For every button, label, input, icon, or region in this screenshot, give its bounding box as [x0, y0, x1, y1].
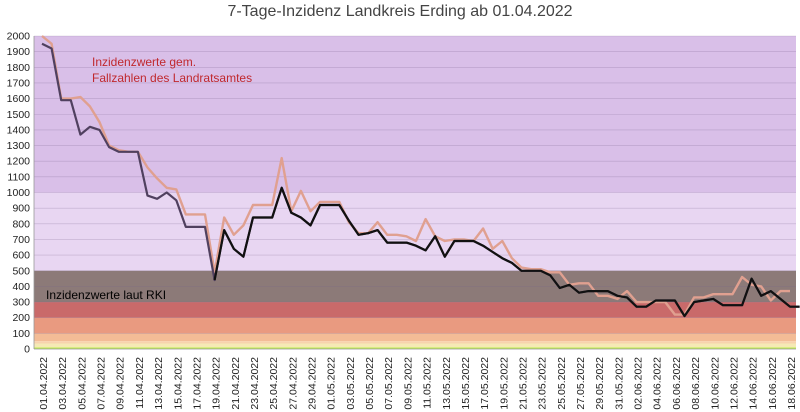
x-tick-label: 21.04.2022: [230, 357, 242, 410]
y-tick-label: 2000: [7, 31, 31, 43]
y-tick-label: 400: [12, 281, 30, 293]
series-line-landratsamt: [41, 35, 790, 316]
x-tick-label: 14.06.2022: [748, 357, 760, 410]
x-tick-label: 13.05.2022: [441, 357, 453, 410]
x-tick-label: 29.04.2022: [307, 357, 319, 410]
y-tick-label: 100: [12, 328, 30, 340]
x-tick-label: 11.04.2022: [134, 357, 146, 409]
annotation-1: Fallzahlen des Landratsamtes: [92, 71, 252, 85]
x-tick-label: 03.04.2022: [57, 357, 69, 410]
x-tick-label: 27.04.2022: [287, 357, 299, 410]
y-tick-label: 1000: [7, 187, 31, 199]
y-tick-label: 1200: [7, 156, 31, 168]
y-axis-ticks: 0 100 200 300 400 500 600 700 800 900 1000 1100 1200…: [7, 31, 31, 356]
x-tick-label: 08.06.2022: [690, 357, 702, 410]
x-tick-label: 29.05.2022: [594, 357, 606, 410]
x-tick-label: 21.05.2022: [517, 357, 529, 410]
y-tick-label: 1300: [7, 140, 31, 152]
y-tick-label: 1800: [7, 62, 31, 74]
x-axis-ticks: 01.04.2022 03.04.2022 05.04.2022 07.04.2022…: [38, 357, 798, 410]
band-4: [34, 317, 796, 334]
annotation-0: Inzidenzwerte gem.: [92, 55, 196, 69]
band-6: [34, 341, 796, 344]
x-tick-label: 10.06.2022: [709, 357, 721, 410]
x-tick-label: 25.04.2022: [268, 357, 280, 410]
band-8: [34, 347, 796, 349]
x-tick-label: 31.05.2022: [613, 357, 625, 410]
x-tick-label: 11.05.2022: [422, 357, 434, 409]
x-tick-label: 23.05.2022: [537, 357, 549, 410]
x-tick-label: 06.06.2022: [671, 357, 683, 410]
x-tick-label: 27.05.2022: [575, 357, 587, 410]
x-tick-label: 23.04.2022: [249, 357, 261, 410]
x-tick-label: 13.04.2022: [153, 357, 165, 410]
x-tick-label: 12.06.2022: [728, 357, 740, 410]
x-tick-label: 19.05.2022: [498, 357, 510, 410]
x-tick-label: 15.04.2022: [172, 357, 184, 410]
x-tick-label: 17.05.2022: [479, 357, 491, 410]
y-tick-label: 1700: [7, 77, 31, 89]
x-tick-label: 05.04.2022: [76, 357, 88, 410]
incidence-bands: [34, 36, 796, 349]
annotations: Inzidenzwerte gem. Fallzahlen des Landrat…: [46, 55, 252, 302]
y-tick-label: 1600: [7, 93, 31, 105]
band-2: [34, 270, 796, 303]
y-tick-label: 1900: [7, 46, 31, 58]
y-tick-label: 1500: [7, 109, 31, 121]
band-5: [34, 333, 796, 342]
y-tick-label: 800: [12, 218, 30, 230]
x-tick-label: 02.06.2022: [633, 357, 645, 410]
y-tick-label: 300: [12, 297, 30, 309]
x-tick-label: 19.04.2022: [211, 357, 223, 410]
series-line-rki-tail: [213, 186, 800, 318]
y-tick-label: 700: [12, 234, 30, 246]
x-tick-label: 15.05.2022: [460, 357, 472, 410]
x-tick-label: 07.05.2022: [383, 357, 395, 410]
y-tick-label: 900: [12, 203, 30, 215]
y-tick-label: 600: [12, 250, 30, 262]
series-lines: [41, 35, 800, 318]
x-tick-label: 18.06.2022: [786, 357, 798, 410]
y-tick-label: 500: [12, 265, 30, 277]
x-tick-label: 03.05.2022: [345, 357, 357, 410]
x-tick-label: 04.06.2022: [652, 357, 664, 410]
x-tick-label: 16.06.2022: [767, 357, 779, 410]
annotation-2: Inzidenzwerte laut RKI: [46, 288, 166, 302]
x-tick-label: 09.04.2022: [115, 357, 127, 410]
chart-title: 7-Tage-Inzidenz Landkreis Erding ab 01.0…: [227, 3, 573, 20]
x-tick-label: 17.04.2022: [191, 357, 203, 410]
band-0: [34, 36, 796, 193]
y-tick-label: 1100: [7, 171, 30, 183]
x-tick-label: 09.05.2022: [402, 357, 414, 410]
band-3: [34, 302, 796, 318]
x-tick-label: 01.04.2022: [38, 357, 50, 410]
x-tick-label: 01.05.2022: [326, 357, 338, 410]
x-tick-label: 07.04.2022: [96, 357, 108, 410]
y-tick-label: 0: [24, 344, 30, 356]
band-1: [34, 192, 796, 271]
x-tick-label: 05.05.2022: [364, 357, 376, 410]
y-tick-label: 200: [12, 312, 30, 324]
y-tick-label: 1400: [7, 124, 31, 136]
band-7: [34, 343, 796, 348]
x-tick-label: 25.05.2022: [556, 357, 568, 410]
